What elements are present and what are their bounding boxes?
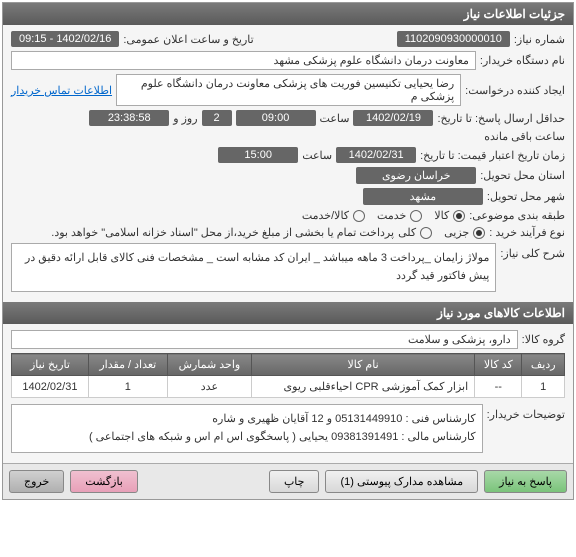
radio-partial-icon [473, 227, 485, 239]
radio-goods-icon [453, 210, 465, 222]
time-label-2: ساعت [302, 149, 332, 162]
radio-service-label: خدمت [377, 209, 406, 222]
radio-goods-service-label: کالا/خدمت [302, 209, 349, 222]
validity-date: 1402/02/31 [336, 147, 416, 163]
deadline-date: 1402/02/19 [353, 110, 433, 126]
requester-label: ایجاد کننده درخواست: [465, 84, 565, 97]
row-deadline: حداقل ارسال پاسخ: تا تاریخ: 1402/02/19 س… [11, 110, 565, 143]
radio-goods-service-icon [353, 210, 365, 222]
validity-label: زمان تاریخ اعتبار قیمت: تا تاریخ: [420, 149, 565, 162]
radio-full[interactable]: کلی [398, 226, 432, 239]
announce-date-value: 1402/02/16 - 09:15 [11, 31, 119, 47]
time-label-1: ساعت [320, 112, 350, 125]
row-province: استان محل تحویل: خراسان رضوی [11, 167, 565, 184]
buyer-org-label: نام دستگاه خریدار: [480, 54, 565, 67]
announce-date-label: تاریخ و ساعت اعلان عمومی: [123, 33, 253, 46]
footer-buttons: پاسخ به نیاز مشاهده مدارک پیوستی (1) چاپ… [3, 463, 573, 499]
buyer-notes-label: توضیحات خریدار: [487, 404, 565, 421]
main-panel: جزئیات اطلاعات نیاز شماره نیاز: 11020909… [2, 2, 574, 500]
purchase-radio-group: جزیی کلی [398, 226, 485, 239]
back-button[interactable]: بازگشت [70, 470, 138, 493]
city-label: شهر محل تحویل: [487, 190, 565, 203]
days-value: 2 [202, 110, 232, 126]
exit-button[interactable]: خروج [9, 470, 64, 493]
contact-link[interactable]: اطلاعات تماس خریدار [11, 84, 112, 97]
category-radio-group: کالا خدمت کالا/خدمت [302, 209, 465, 222]
goods-section-body: گروه کالا: دارو، پزشکی و سلامت ردیف کد ک… [3, 324, 573, 463]
purchase-type-label: نوع فرآیند خرید : [489, 226, 565, 239]
row-buyer-notes: توضیحات خریدار: کارشناس فنی : 0513144991… [11, 404, 565, 453]
days-label: روز و [173, 112, 197, 125]
city-value: مشهد [363, 188, 483, 205]
payment-note: پرداخت تمام یا بخشی از مبلغ خرید،از محل … [51, 226, 394, 239]
radio-partial-label: جزیی [444, 226, 469, 239]
province-value: خراسان رضوی [356, 167, 476, 184]
buyer-org-value: معاونت درمان دانشگاه علوم پزشکی مشهد [11, 51, 476, 70]
row-validity: زمان تاریخ اعتبار قیمت: تا تاریخ: 1402/0… [11, 147, 565, 163]
th-unit: واحد شمارش [167, 354, 251, 376]
deadline-label: حداقل ارسال پاسخ: تا تاریخ: [437, 112, 565, 125]
panel-title: جزئیات اطلاعات نیاز [3, 3, 573, 25]
td-date: 1402/02/31 [12, 376, 89, 398]
th-row: ردیف [522, 354, 565, 376]
table-header-row: ردیف کد کالا نام کالا واحد شمارش تعداد /… [12, 354, 565, 376]
panel-body: شماره نیاز: 1102090930000010 تاریخ و ساع… [3, 25, 573, 302]
goods-section-title: اطلاعات کالاهای مورد نیاز [3, 302, 573, 324]
desc-label: شرح کلی نیاز: [500, 243, 565, 260]
buyer-notes-text: کارشناس فنی : 05131449910 و 12 آقایان ظه… [11, 404, 483, 453]
row-description: شرح کلی نیاز: مولاژ زایمان _پرداخت 3 ماه… [11, 243, 565, 292]
remaining-label: ساعت باقی مانده [484, 130, 565, 143]
row-requester: ایجاد کننده درخواست: رضا یحیایی تکنیسین … [11, 74, 565, 106]
th-code: کد کالا [475, 354, 522, 376]
row-category: طبقه بندی موضوعی: کالا خدمت کالا/خدمت [11, 209, 565, 222]
td-unit: عدد [167, 376, 251, 398]
th-qty: تعداد / مقدار [88, 354, 167, 376]
desc-text: مولاژ زایمان _پرداخت 3 ماهه میباشد _ ایر… [11, 243, 496, 292]
row-city: شهر محل تحویل: مشهد [11, 188, 565, 205]
goods-group-value: دارو، پزشکی و سلامت [11, 330, 518, 349]
th-name: نام کالا [252, 354, 475, 376]
attachments-button[interactable]: مشاهده مدارک پیوستی (1) [325, 470, 478, 493]
radio-full-icon [420, 227, 432, 239]
requester-value: رضا یحیایی تکنیسین فوریت های پزشکی معاون… [116, 74, 461, 106]
need-number-value: 1102090930000010 [397, 31, 510, 47]
radio-goods[interactable]: کالا [434, 209, 465, 222]
td-qty: 1 [88, 376, 167, 398]
radio-goods-label: کالا [434, 209, 449, 222]
need-number-label: شماره نیاز: [514, 33, 565, 46]
td-row: 1 [522, 376, 565, 398]
goods-table: ردیف کد کالا نام کالا واحد شمارش تعداد /… [11, 353, 565, 398]
th-date: تاریخ نیاز [12, 354, 89, 376]
province-label: استان محل تحویل: [480, 169, 565, 182]
td-code: -- [475, 376, 522, 398]
radio-partial[interactable]: جزیی [444, 226, 485, 239]
row-need-number: شماره نیاز: 1102090930000010 تاریخ و ساع… [11, 31, 565, 47]
radio-goods-service[interactable]: کالا/خدمت [302, 209, 365, 222]
remaining-time: 23:38:58 [89, 110, 169, 126]
row-goods-group: گروه کالا: دارو، پزشکی و سلامت [11, 330, 565, 349]
row-buyer-org: نام دستگاه خریدار: معاونت درمان دانشگاه … [11, 51, 565, 70]
deadline-time: 09:00 [236, 110, 316, 126]
goods-group-label: گروه کالا: [522, 333, 565, 346]
category-label: طبقه بندی موضوعی: [469, 209, 565, 222]
radio-service-icon [410, 210, 422, 222]
table-row[interactable]: 1 -- ابزار کمک آموزشی CPR احیاءقلبی ریوی… [12, 376, 565, 398]
td-name: ابزار کمک آموزشی CPR احیاءقلبی ریوی [252, 376, 475, 398]
row-purchase-type: نوع فرآیند خرید : جزیی کلی پرداخت تمام ی… [11, 226, 565, 239]
validity-time: 15:00 [218, 147, 298, 163]
print-button[interactable]: چاپ [269, 470, 320, 493]
respond-button[interactable]: پاسخ به نیاز [484, 470, 567, 493]
radio-full-label: کلی [398, 226, 416, 239]
radio-service[interactable]: خدمت [377, 209, 422, 222]
